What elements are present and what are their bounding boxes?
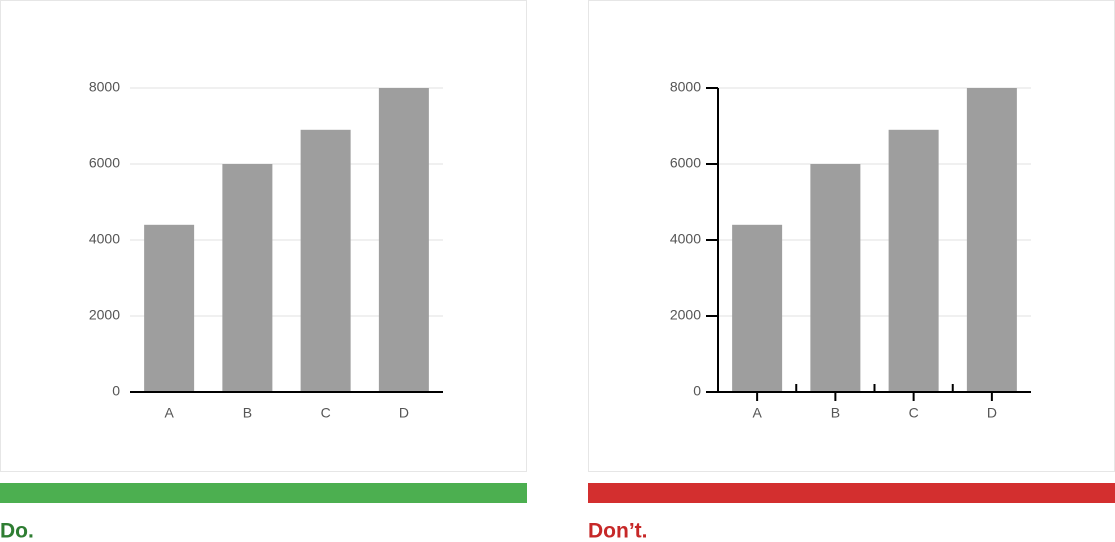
bar bbox=[222, 164, 273, 392]
x-tick-label: D bbox=[987, 405, 997, 421]
bar bbox=[888, 129, 939, 393]
x-tick-label: A bbox=[164, 405, 174, 421]
y-tick-label: 4000 bbox=[89, 231, 120, 247]
y-tick-label: 2000 bbox=[670, 307, 701, 323]
y-tick-label: 4000 bbox=[670, 231, 701, 247]
caption: Don’t. bbox=[588, 520, 647, 542]
bar bbox=[732, 224, 783, 392]
y-tick-label: 0 bbox=[693, 383, 701, 399]
bar bbox=[810, 164, 861, 392]
x-tick-label: D bbox=[399, 405, 409, 421]
y-tick-label: 6000 bbox=[89, 155, 120, 171]
x-tick-label: A bbox=[752, 405, 762, 421]
status-bar bbox=[0, 483, 527, 503]
bar bbox=[966, 88, 1017, 392]
y-tick-label: 6000 bbox=[670, 155, 701, 171]
y-tick-label: 2000 bbox=[89, 307, 120, 323]
bar bbox=[378, 88, 429, 392]
x-tick-label: B bbox=[831, 405, 840, 421]
y-tick-label: 0 bbox=[112, 383, 120, 399]
y-tick-label: 8000 bbox=[89, 79, 120, 95]
status-bar bbox=[588, 483, 1115, 503]
bar bbox=[144, 224, 195, 392]
bar bbox=[300, 129, 351, 393]
x-tick-label: C bbox=[909, 405, 919, 421]
y-tick-label: 8000 bbox=[670, 79, 701, 95]
caption: Do. bbox=[0, 520, 34, 542]
x-tick-label: C bbox=[321, 405, 331, 421]
x-tick-label: B bbox=[243, 405, 252, 421]
